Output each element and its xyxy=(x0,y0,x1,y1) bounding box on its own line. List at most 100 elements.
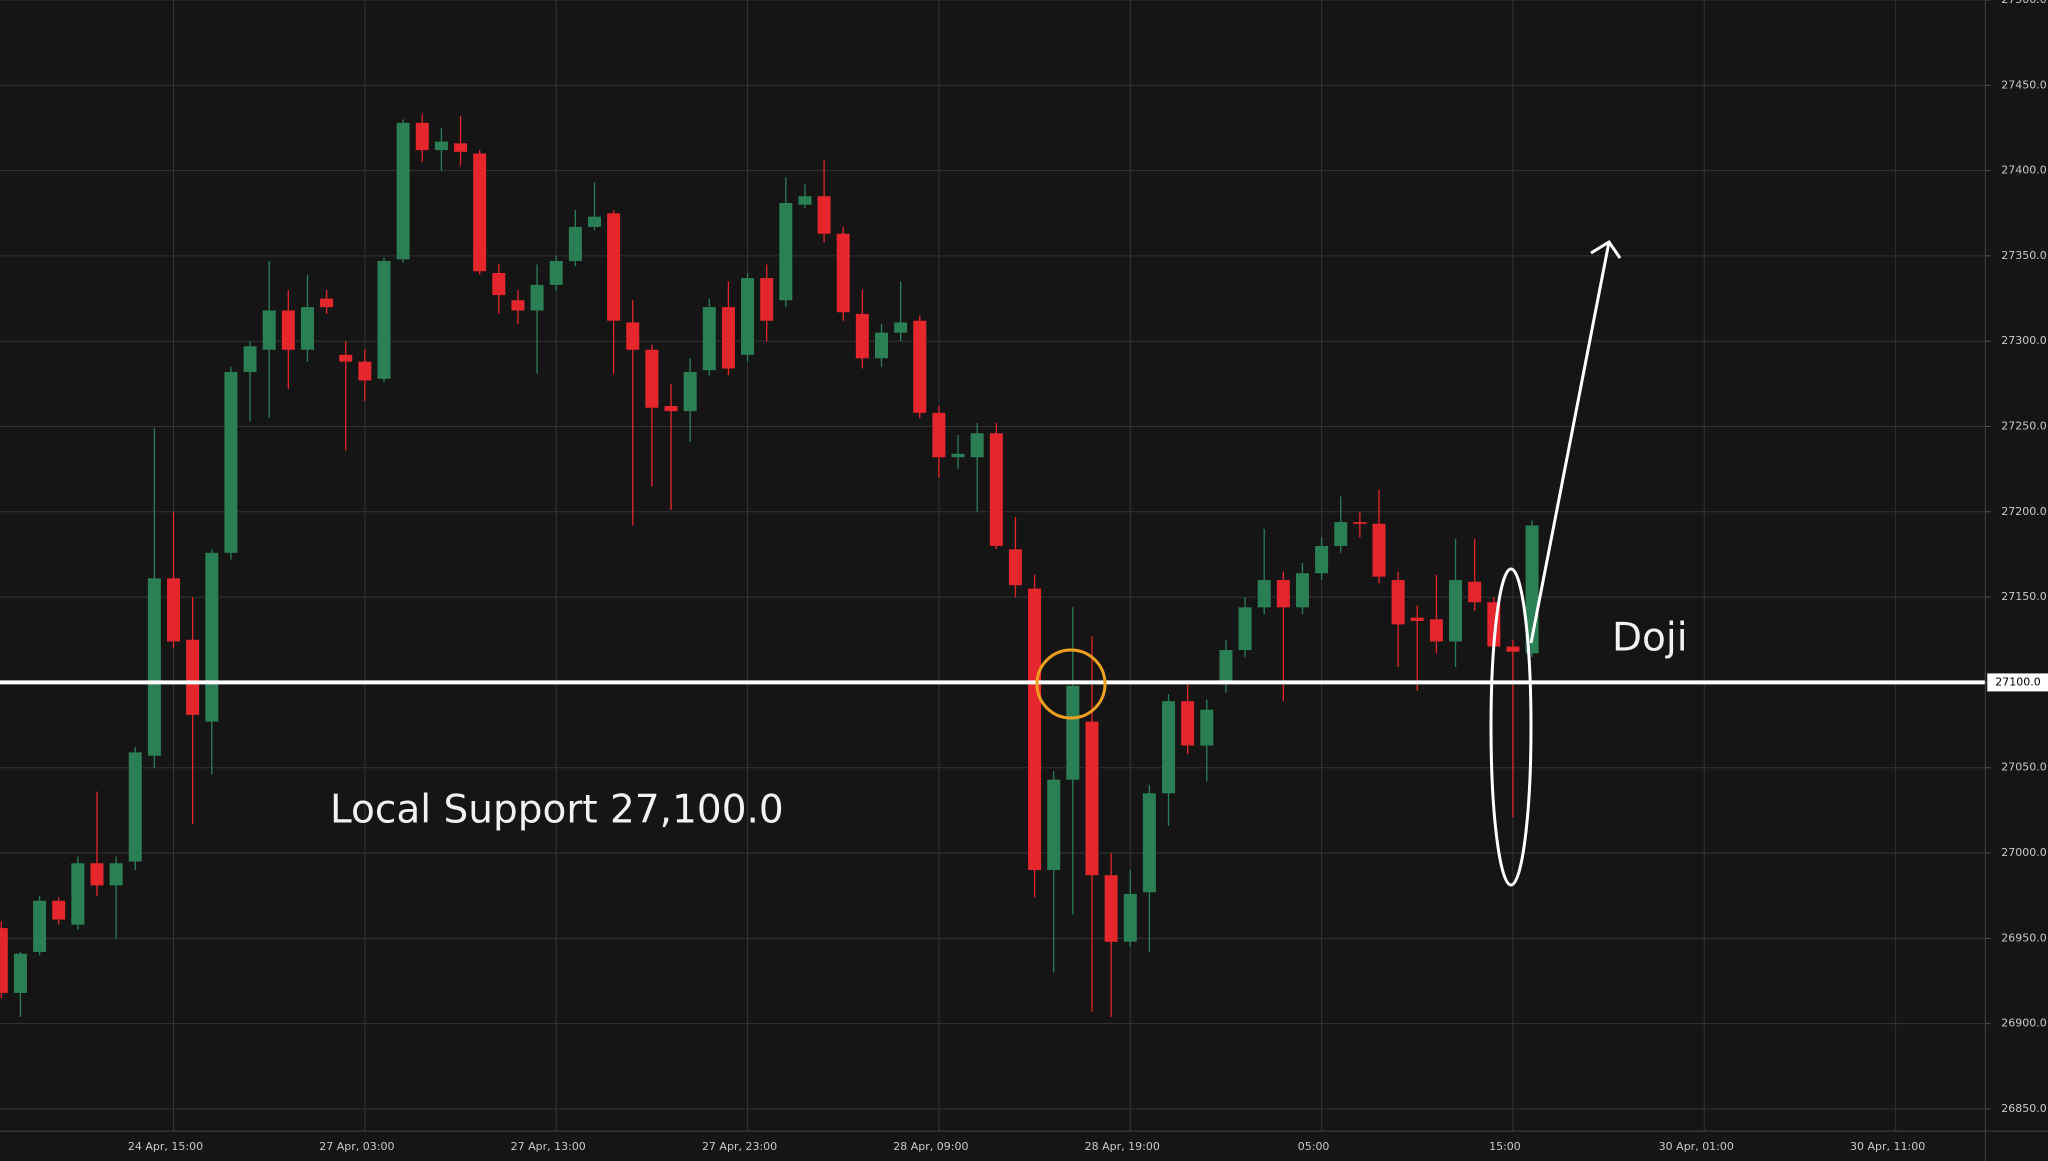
x-tick-label: 24 Apr, 15:00 xyxy=(128,1140,203,1153)
candle-body xyxy=(147,578,161,756)
x-tick-label: 27 Apr, 23:00 xyxy=(702,1140,777,1153)
y-tick-label: 27200.0 xyxy=(2001,505,2047,518)
candle-body xyxy=(1468,581,1482,603)
candle-body xyxy=(1047,779,1061,871)
candle-body xyxy=(243,346,257,372)
candle-body xyxy=(1391,580,1405,625)
x-tick-label: 30 Apr, 11:00 xyxy=(1850,1140,1925,1153)
y-tick-label: 26900.0 xyxy=(2001,1017,2047,1030)
x-tick-label: 28 Apr, 09:00 xyxy=(893,1140,968,1153)
candle-body xyxy=(760,278,774,321)
candle-body xyxy=(913,320,927,413)
candle-body xyxy=(511,300,525,311)
candle-body xyxy=(262,310,276,350)
candle-body xyxy=(320,298,334,308)
y-tick-label: 27350.0 xyxy=(2001,249,2047,262)
candle-body xyxy=(1142,793,1156,893)
candle-body xyxy=(702,307,716,371)
y-tick-label: 27000.0 xyxy=(2001,846,2047,859)
candle-body xyxy=(1276,580,1290,608)
candle-body xyxy=(1085,721,1099,876)
x-tick-label: 05:00 xyxy=(1298,1140,1330,1153)
candle-body xyxy=(1123,893,1137,942)
candle-body xyxy=(13,953,27,993)
candle-body xyxy=(52,900,66,920)
candle-body xyxy=(167,578,181,642)
candle-body xyxy=(721,307,735,369)
candle-body xyxy=(549,261,563,285)
candle-body xyxy=(645,349,659,408)
candle-body xyxy=(951,453,965,458)
candle-body xyxy=(970,433,984,458)
candle-body xyxy=(300,307,314,350)
candle-body xyxy=(932,412,946,458)
y-tick-label: 27050.0 xyxy=(2001,761,2047,774)
candle-body xyxy=(90,863,104,886)
candle-body xyxy=(875,332,889,359)
candle-body xyxy=(1372,523,1386,577)
candle-body xyxy=(607,213,621,321)
y-tick-label: 27400.0 xyxy=(2001,164,2047,177)
candle-body xyxy=(855,313,869,359)
y-tick-label: 27500.0 xyxy=(2001,0,2047,6)
candle-body xyxy=(1200,709,1214,746)
candle-body xyxy=(1315,545,1329,574)
y-tick-label: 27300.0 xyxy=(2001,334,2047,347)
candle-body xyxy=(1181,701,1195,746)
y-tick-label: 26950.0 xyxy=(2001,931,2047,944)
candles xyxy=(0,114,1986,1017)
candle-body xyxy=(1066,685,1080,780)
y-tick-label: 27150.0 xyxy=(2001,590,2047,603)
candle-body xyxy=(741,278,755,355)
candle-body xyxy=(817,196,831,234)
candle-body xyxy=(71,863,85,925)
y-tick-label: 26850.0 xyxy=(2001,1102,2047,1115)
candle-body xyxy=(1353,522,1367,524)
highlight-circle xyxy=(1035,648,1107,720)
candle-body xyxy=(377,261,391,379)
candle-body xyxy=(1506,646,1520,652)
candle-body xyxy=(1334,522,1348,546)
candle-body xyxy=(434,141,448,151)
candle-body xyxy=(894,322,908,333)
candle-body xyxy=(186,639,200,715)
candle-body xyxy=(415,122,429,151)
x-tick-label: 27 Apr, 13:00 xyxy=(511,1140,586,1153)
y-tick-label: 27250.0 xyxy=(2001,420,2047,433)
candle-body xyxy=(128,752,142,862)
y-tick-label: 27450.0 xyxy=(2001,78,2047,91)
candle-body xyxy=(1162,701,1176,794)
candle-body xyxy=(683,371,697,412)
candle-body xyxy=(1008,549,1022,586)
support-tag-label: 27100.0 xyxy=(1995,675,2041,688)
candle-body xyxy=(1257,580,1271,608)
doji-annotation: Doji xyxy=(1612,616,1688,661)
overlay: Local Support 27,100.0 Doji xyxy=(330,239,1688,887)
candle-body xyxy=(587,216,601,227)
candle-body xyxy=(224,371,238,553)
candle-body xyxy=(1410,617,1424,621)
candle-body xyxy=(798,196,812,205)
support-tag xyxy=(1987,673,2048,692)
candle-body xyxy=(281,310,295,350)
x-tick-label: 27 Apr, 03:00 xyxy=(319,1140,394,1153)
candle-body xyxy=(0,928,8,993)
candle-body xyxy=(1028,588,1042,871)
support-annotation: Local Support 27,100.0 xyxy=(330,788,784,833)
arrow-head xyxy=(1590,239,1622,259)
x-tick-label: 15:00 xyxy=(1489,1140,1521,1153)
x-tick-label: 30 Apr, 01:00 xyxy=(1659,1140,1734,1153)
candle-body xyxy=(1104,875,1118,942)
candle-body xyxy=(779,203,793,301)
candle-body xyxy=(358,361,372,381)
candle-body xyxy=(836,233,850,313)
candle-body xyxy=(109,863,123,886)
candle-body xyxy=(568,226,582,262)
candle-body xyxy=(339,354,353,362)
candle-body xyxy=(396,122,410,260)
arrow-shaft xyxy=(1529,241,1611,644)
candle-body xyxy=(664,406,678,412)
